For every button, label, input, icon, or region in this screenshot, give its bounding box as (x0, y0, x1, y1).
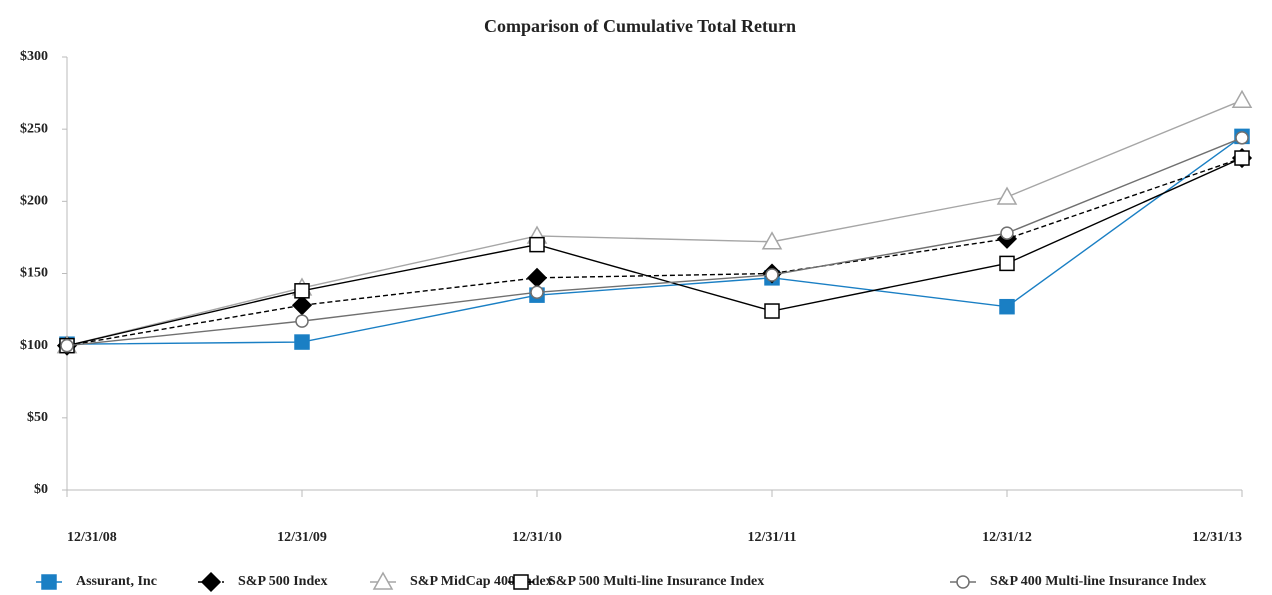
marker (765, 268, 779, 282)
marker (1231, 89, 1253, 109)
marker (294, 334, 310, 350)
marker (530, 285, 544, 300)
legend-label: S&P 500 Index (238, 574, 327, 589)
marker (764, 303, 780, 319)
marker (761, 231, 783, 250)
marker (999, 255, 1015, 272)
y-tick-label: $100 (20, 338, 48, 353)
x-tick-label: 12/31/13 (1192, 530, 1242, 545)
x-tick-label: 12/31/11 (747, 530, 796, 545)
y-tick-label: $150 (20, 266, 48, 281)
marker (295, 314, 309, 328)
y-tick-label: $50 (27, 410, 48, 425)
x-tick-label: 12/31/08 (67, 530, 117, 545)
y-tick-label: $250 (20, 121, 48, 136)
marker (1000, 226, 1014, 240)
legend-label: S&P 400 Multi-line Insurance Index (990, 574, 1206, 589)
x-tick-label: 12/31/10 (512, 530, 562, 545)
legend-marker (41, 574, 57, 590)
chart-title: Comparison of Cumulative Total Return (484, 16, 796, 36)
x-tick-label: 12/31/09 (277, 530, 327, 545)
y-tick-label: $0 (34, 482, 48, 497)
marker (1234, 150, 1250, 166)
x-tick-label: 12/31/12 (982, 530, 1032, 545)
marker (999, 298, 1015, 315)
series-line (66, 137, 1243, 347)
series-line (66, 135, 1243, 345)
y-tick-label: $200 (20, 194, 48, 209)
marker (529, 236, 545, 253)
marker (291, 295, 313, 316)
y-tick-label: $300 (20, 49, 48, 64)
series-line (66, 99, 1243, 347)
legend-marker (513, 574, 529, 590)
marker (60, 338, 74, 353)
series-line (66, 157, 1243, 347)
legend-label: S&P 500 Multi-line Insurance Index (548, 574, 764, 589)
marker (526, 267, 548, 288)
legend-label: Assurant, Inc (76, 574, 157, 589)
marker (294, 283, 310, 299)
legend-marker (956, 575, 970, 589)
marker (996, 186, 1018, 205)
marker (1235, 131, 1249, 145)
series-line (66, 157, 1243, 347)
legend-marker (200, 571, 222, 593)
legend-marker (372, 571, 394, 590)
